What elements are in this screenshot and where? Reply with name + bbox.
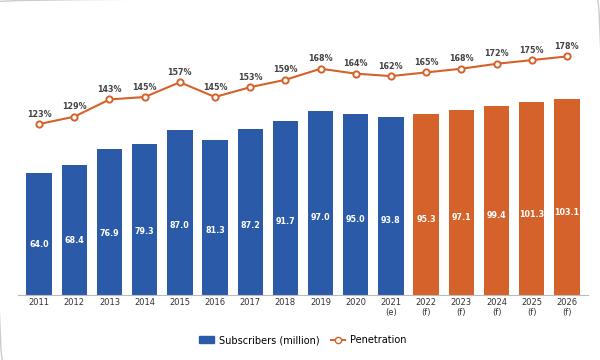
Bar bbox=[413, 114, 439, 295]
Bar bbox=[97, 149, 122, 295]
Text: 68.4: 68.4 bbox=[64, 236, 84, 245]
Bar bbox=[132, 144, 157, 295]
Text: 145%: 145% bbox=[133, 83, 157, 92]
Text: 178%: 178% bbox=[554, 42, 579, 51]
Bar bbox=[273, 121, 298, 295]
Text: 101.3: 101.3 bbox=[519, 210, 544, 219]
Text: 81.3: 81.3 bbox=[205, 226, 225, 235]
Text: 159%: 159% bbox=[273, 66, 298, 75]
Bar bbox=[26, 174, 52, 295]
Text: 168%: 168% bbox=[449, 54, 473, 63]
Text: 164%: 164% bbox=[344, 59, 368, 68]
Bar bbox=[343, 114, 368, 295]
Text: 143%: 143% bbox=[97, 85, 122, 94]
Text: 175%: 175% bbox=[520, 46, 544, 55]
Text: 145%: 145% bbox=[203, 83, 227, 92]
Text: 95.0: 95.0 bbox=[346, 215, 365, 224]
Bar bbox=[519, 103, 544, 295]
Text: 157%: 157% bbox=[167, 68, 192, 77]
Text: 76.9: 76.9 bbox=[100, 229, 119, 238]
Text: 168%: 168% bbox=[308, 54, 333, 63]
Text: 103.1: 103.1 bbox=[554, 208, 580, 217]
Text: 99.4: 99.4 bbox=[487, 211, 506, 220]
Bar bbox=[554, 99, 580, 295]
Text: 162%: 162% bbox=[379, 62, 403, 71]
Text: 91.7: 91.7 bbox=[275, 217, 295, 226]
Legend: Subscribers (million), Penetration: Subscribers (million), Penetration bbox=[195, 331, 411, 349]
Bar bbox=[378, 117, 404, 295]
Bar bbox=[484, 106, 509, 295]
Bar bbox=[167, 130, 193, 295]
Bar bbox=[449, 111, 474, 295]
Text: 97.1: 97.1 bbox=[452, 213, 471, 222]
Text: 93.8: 93.8 bbox=[381, 216, 401, 225]
Text: 64.0: 64.0 bbox=[29, 239, 49, 248]
Bar bbox=[238, 129, 263, 295]
Text: 87.2: 87.2 bbox=[240, 221, 260, 230]
Text: 165%: 165% bbox=[414, 58, 439, 67]
Text: 79.3: 79.3 bbox=[135, 227, 154, 236]
Bar bbox=[202, 140, 228, 295]
Text: 123%: 123% bbox=[27, 110, 52, 119]
Text: 87.0: 87.0 bbox=[170, 221, 190, 230]
Text: 97.0: 97.0 bbox=[311, 213, 331, 222]
Text: 172%: 172% bbox=[484, 49, 509, 58]
Bar bbox=[308, 111, 333, 295]
Bar bbox=[62, 165, 87, 295]
Text: 129%: 129% bbox=[62, 102, 86, 111]
Text: 153%: 153% bbox=[238, 73, 262, 82]
Text: 95.3: 95.3 bbox=[416, 215, 436, 224]
